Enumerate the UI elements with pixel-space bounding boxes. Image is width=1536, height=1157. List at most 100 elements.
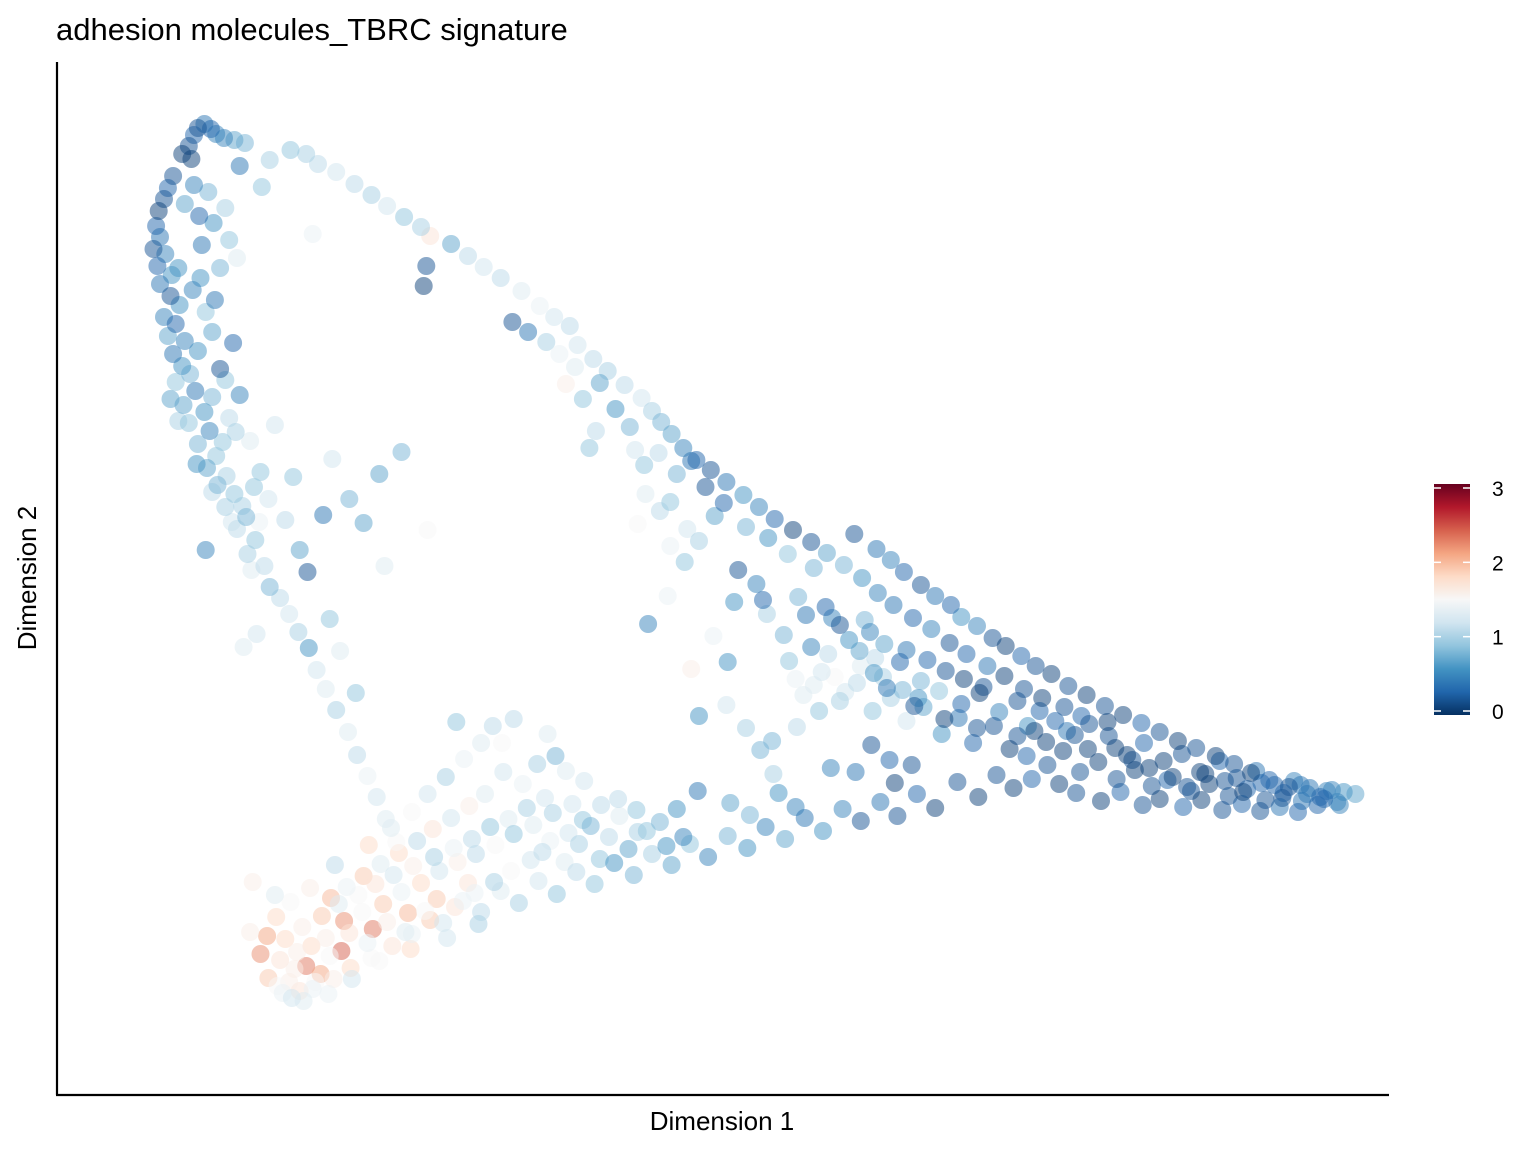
scatter-point (970, 684, 989, 702)
scatter-point (247, 625, 266, 643)
scatter-point (922, 620, 941, 638)
scatter-point (637, 822, 656, 840)
scatter-point (1065, 726, 1084, 744)
scatter-point (926, 799, 945, 817)
scatter-point (969, 788, 988, 806)
scatter-point (968, 719, 986, 737)
scatter-point (1098, 713, 1117, 731)
scatter-point (1163, 768, 1182, 786)
scatter-point (1107, 770, 1126, 788)
scatter-point (952, 695, 971, 713)
scatter-point (320, 610, 339, 628)
scatter-point (1251, 802, 1270, 820)
scatter-point (650, 813, 669, 831)
scatter-point (230, 386, 249, 404)
scatter-point (185, 176, 203, 194)
scatter-point (265, 416, 284, 434)
scatter-point (293, 918, 312, 936)
scatter-point (529, 872, 548, 890)
scatter-point (546, 747, 565, 765)
scatter-point (902, 756, 921, 774)
scatter-point (340, 924, 359, 942)
scatter-point (316, 680, 335, 698)
scatter-point (845, 525, 864, 543)
scatter-point (434, 914, 453, 932)
scatter-point (643, 845, 661, 863)
scatter-point (556, 375, 575, 393)
scatter-point (624, 866, 643, 884)
scatter-point (288, 943, 307, 961)
scatter-point (705, 507, 724, 525)
scatter-point (814, 822, 832, 840)
scatter-point (430, 862, 449, 880)
scatter-point (190, 207, 209, 225)
scatter-point (1150, 790, 1169, 808)
scatter-point (465, 884, 484, 902)
scatter-point (568, 336, 587, 354)
scatter-point (494, 763, 513, 781)
scatter-point (517, 799, 536, 817)
scatter-point (717, 473, 736, 491)
scatter-point (460, 797, 479, 815)
scatter-point (780, 652, 799, 670)
scatter-point (1142, 777, 1161, 795)
scatter-point (570, 835, 588, 853)
scatter-point (714, 494, 733, 512)
scatter-point (1242, 764, 1260, 782)
scatter-point (423, 820, 442, 838)
scatter-point (1033, 689, 1052, 707)
scatter-point (954, 670, 973, 688)
scatter-point (978, 657, 997, 675)
scatter-point (812, 663, 831, 681)
scatter-point (891, 653, 909, 671)
scatter-point (948, 773, 967, 791)
scatter-point (789, 588, 808, 606)
scatter-point (1046, 712, 1065, 730)
scatter-point (220, 409, 239, 427)
scatter-point (486, 836, 505, 854)
scatter-point (195, 403, 214, 421)
scatter-point (314, 506, 333, 524)
scatter-point (590, 374, 609, 392)
scatter-point (1234, 783, 1253, 801)
scatter-point (466, 845, 485, 863)
scatter-point (438, 929, 457, 947)
scatter-point (764, 765, 783, 783)
scatter-point (276, 930, 295, 948)
scatter-point (462, 830, 481, 848)
scatter-point (331, 642, 350, 660)
scatter-point (363, 920, 382, 938)
scatter-point (662, 856, 681, 874)
scatter-point (690, 532, 708, 550)
scatter-point (751, 741, 770, 759)
y-axis-label: Dimension 2 (12, 506, 42, 651)
scatter-point (932, 725, 951, 743)
scatter-point (312, 907, 331, 925)
scatter-point (786, 670, 805, 688)
scatter-point (324, 970, 343, 988)
scatter-point (476, 785, 494, 803)
scatter-point (718, 827, 737, 845)
scatter-point (436, 768, 455, 786)
scatter-point (528, 755, 547, 773)
scatter-point (401, 940, 420, 958)
scatter-point (894, 563, 913, 581)
scatter-point (1213, 801, 1232, 819)
scatter-point (990, 703, 1009, 721)
scatter-point (904, 609, 922, 627)
scatter-point (718, 653, 737, 671)
scatter-point (1273, 789, 1292, 807)
scatter-point (652, 413, 671, 431)
scatter-point (704, 627, 723, 645)
scatter-point (442, 235, 461, 253)
scatter-point (784, 521, 802, 539)
scatter-point (1055, 698, 1074, 716)
scatter-point (203, 388, 222, 406)
scatter-point (635, 456, 654, 474)
scatter-point (346, 684, 365, 702)
scatter-point (847, 674, 866, 692)
colorbar-tick-label: 2 (1492, 552, 1504, 575)
scatter-point (366, 875, 385, 893)
scatter-point (1215, 772, 1234, 790)
scatter-point (804, 676, 823, 694)
